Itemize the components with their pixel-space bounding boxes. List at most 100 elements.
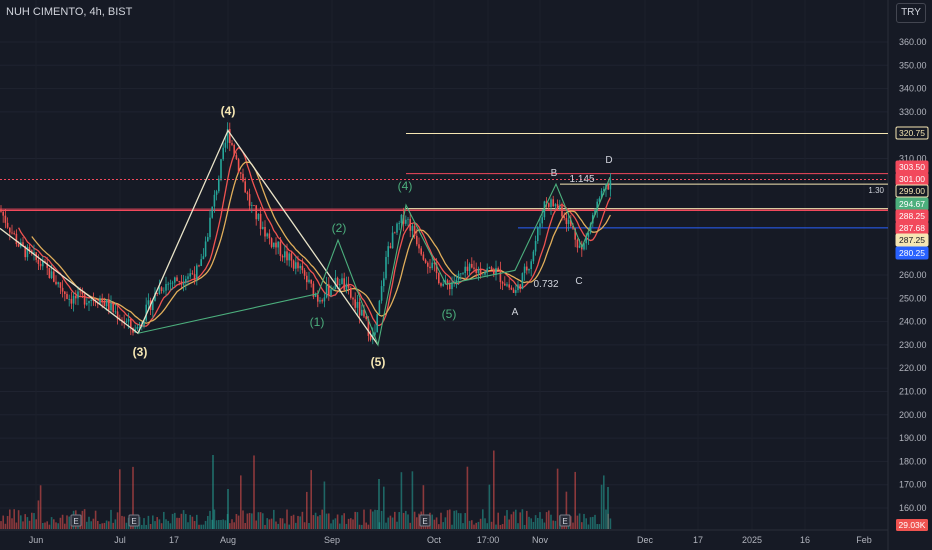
volume-bar: [156, 517, 158, 529]
volume-bar: [257, 512, 260, 529]
volume-bar: [499, 524, 502, 529]
candle-body: [407, 218, 409, 220]
volume-bar: [165, 519, 167, 529]
price-tick: 160.00: [899, 503, 927, 513]
candle-body: [563, 216, 565, 219]
volume-bar: [143, 518, 145, 529]
candle-body: [116, 311, 119, 320]
price-axis[interactable]: 360.00 350.00 340.00 330.00 310.00 260.00 250.…: [895, 37, 929, 531]
candle-body: [110, 303, 112, 311]
candle-body: [400, 214, 403, 224]
candle-body: [548, 203, 550, 207]
candle-body: [550, 199, 552, 207]
wave-drawings: [0, 129, 611, 347]
candle-body: [308, 279, 310, 283]
volume-tag: [896, 519, 928, 531]
candle-body: [202, 256, 205, 260]
volume-bar: [88, 516, 90, 529]
volume-bar: [347, 518, 350, 529]
volume-bar: [413, 511, 416, 529]
volume-bar: [31, 512, 33, 529]
earnings-marker-label: E: [131, 517, 136, 526]
volume-bar: [237, 515, 240, 529]
candle-body: [178, 281, 180, 282]
price-tick: 310.00: [899, 154, 927, 164]
volume-bar: [303, 522, 306, 529]
volume-bar: [543, 522, 546, 529]
price-tick: 240.00: [899, 317, 927, 327]
volume-bar: [204, 520, 207, 529]
candle-body: [350, 287, 352, 298]
candle-body: [356, 301, 359, 308]
candle-body: [147, 300, 150, 305]
volume-bar: [207, 515, 209, 529]
volume-bar: [218, 520, 220, 529]
candle-body: [68, 299, 70, 300]
fib-label: 1.145: [569, 174, 594, 185]
candle-body: [191, 273, 194, 275]
candle-body: [257, 213, 260, 220]
candle-body: [180, 281, 183, 285]
volume-bar: [182, 510, 185, 529]
volume-bar: [273, 509, 275, 529]
white-wave-line: [0, 129, 379, 346]
volume-bar: [167, 520, 169, 529]
volume-bar: [416, 517, 418, 529]
volume-bar: [198, 524, 200, 529]
candle-body: [517, 284, 519, 291]
volume-bar: [510, 514, 513, 529]
candle-body: [541, 217, 543, 224]
candle-body: [86, 303, 88, 305]
candle-body: [264, 226, 266, 237]
candle-body: [554, 204, 557, 207]
volume-bar: [138, 517, 141, 529]
candle-body: [72, 295, 75, 304]
candle-body: [204, 241, 207, 257]
candle-body: [358, 301, 361, 316]
volume-bar: [306, 491, 308, 529]
candle-body: [92, 299, 95, 302]
volume-bar: [497, 512, 499, 529]
price-tag: [895, 126, 929, 140]
candle-body: [231, 143, 233, 145]
volume-bar: [422, 485, 425, 529]
candle-body: [556, 204, 559, 208]
candle-body: [416, 235, 418, 245]
volume-bar: [400, 472, 403, 529]
volume-bar: [28, 520, 31, 529]
volume-bar: [532, 521, 535, 529]
candle-body: [510, 287, 513, 290]
candle-body: [127, 319, 130, 322]
volume-bar: [517, 523, 519, 529]
time-axis[interactable]: Jun Jul 17 Aug Sep Oct 17:00 Nov Dec 17 2025 16 Feb: [29, 535, 872, 545]
volume-bar: [374, 509, 376, 529]
price-tag-label: 303.50: [899, 162, 925, 172]
candle-body: [44, 260, 46, 263]
candle-body: [105, 299, 108, 307]
candle-body: [39, 263, 42, 267]
currency-button[interactable]: TRY: [896, 3, 926, 23]
volume-bar: [253, 455, 255, 529]
candle-body: [154, 292, 156, 302]
candle-body: [352, 297, 354, 300]
volume-bar: [227, 489, 229, 529]
candle-body: [396, 223, 398, 233]
candle-body: [273, 242, 275, 247]
abcd-label: D: [605, 155, 612, 166]
candle-body: [323, 297, 326, 302]
candle-body: [2, 211, 4, 216]
candle-body: [339, 284, 341, 286]
volume-bar: [61, 514, 64, 529]
volume-bar: [86, 521, 88, 529]
volume-bar: [394, 511, 396, 529]
candle-body: [46, 262, 48, 268]
volume-bar: [490, 521, 493, 529]
volume-bar: [312, 515, 315, 529]
volume-bar: [308, 523, 310, 529]
candle-body: [218, 178, 220, 192]
candle-body: [473, 267, 475, 269]
volume-bar: [169, 523, 172, 529]
candle-body: [420, 248, 422, 255]
volume-bar: [372, 511, 374, 529]
